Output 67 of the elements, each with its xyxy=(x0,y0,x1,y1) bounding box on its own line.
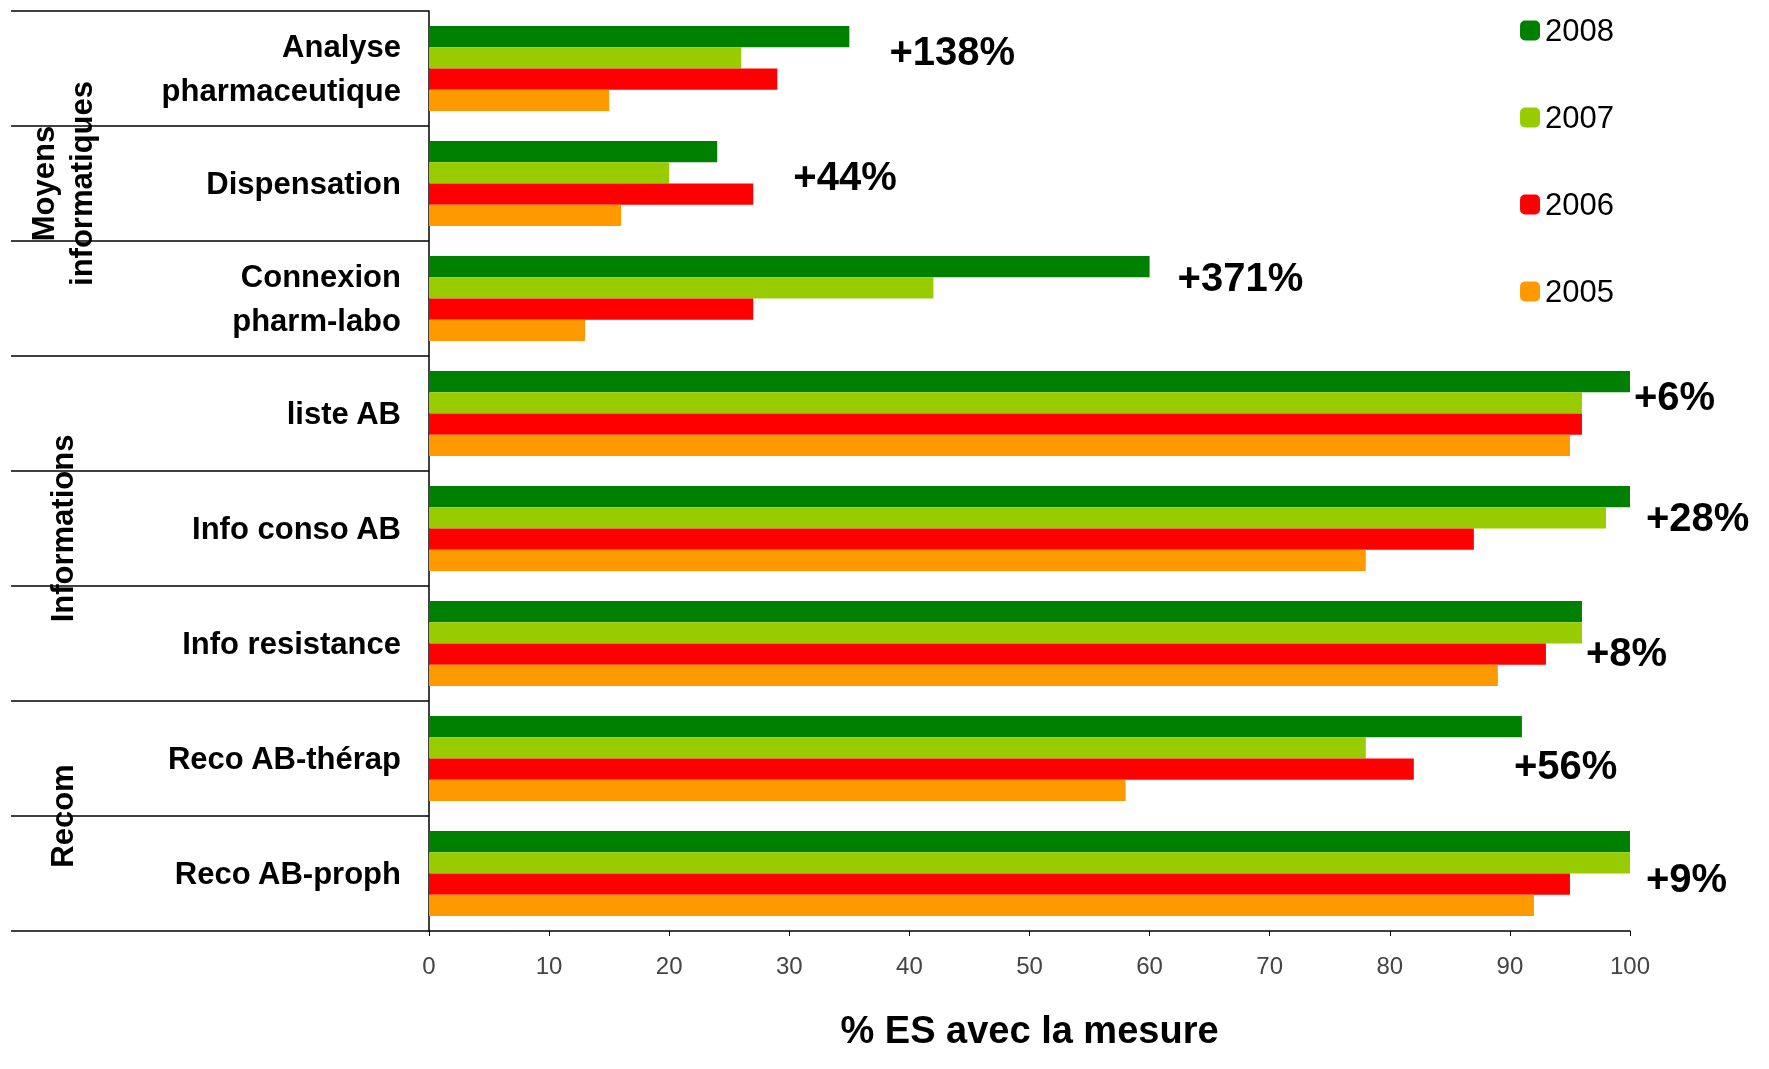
bar xyxy=(429,277,934,299)
bar xyxy=(429,643,1546,665)
bar xyxy=(429,830,1630,853)
bar xyxy=(429,298,754,320)
bar xyxy=(429,162,670,184)
y-tick-label: Dispensation xyxy=(206,166,401,201)
y-tick-label: Reco AB-thérap xyxy=(167,741,401,776)
legend-label: 2008 xyxy=(1545,13,1615,48)
bar xyxy=(429,47,742,69)
bar xyxy=(429,758,1414,780)
x-tick-label: 40 xyxy=(896,951,923,979)
bar xyxy=(429,413,1582,435)
annotation: +8% xyxy=(1585,629,1668,674)
bar xyxy=(429,25,850,48)
bar xyxy=(429,852,1630,874)
text: +28% xyxy=(1646,494,1750,539)
legend-label: 2006 xyxy=(1545,187,1615,222)
text: +6% xyxy=(1634,373,1716,418)
x-tick-label: 60 xyxy=(1136,951,1163,979)
bar xyxy=(429,549,1366,572)
y-tick-label: Info resistance xyxy=(182,626,401,661)
bar xyxy=(429,89,610,112)
bar xyxy=(429,370,1630,393)
text: Recom xyxy=(44,764,80,868)
text: +9% xyxy=(1646,855,1728,900)
bar xyxy=(429,68,778,90)
annotation: +138% xyxy=(889,28,1016,73)
x-axis-title: % ES avec la mesure xyxy=(840,1009,1219,1051)
text: Moyens informatiques xyxy=(25,81,99,286)
bar xyxy=(429,737,1366,759)
bar xyxy=(429,779,1126,802)
bar xyxy=(429,183,754,205)
legend-label: 2007 xyxy=(1545,100,1615,135)
y-tick-label: Connexion pharm-labo xyxy=(232,259,401,338)
y-tick-label: Analyse pharmaceutique xyxy=(161,29,401,108)
bar xyxy=(429,434,1570,457)
annotation: +44% xyxy=(793,153,897,198)
bar xyxy=(429,664,1498,687)
text: Informations xyxy=(44,434,80,623)
bar xyxy=(429,204,622,227)
y-tick-label: Info conso AB xyxy=(192,511,401,546)
x-tick-label: 30 xyxy=(775,951,803,979)
bar xyxy=(429,600,1582,623)
x-tick-label: 70 xyxy=(1256,951,1284,979)
x-tick-label: 10 xyxy=(535,951,563,979)
y-tick-label: liste AB xyxy=(286,396,401,431)
bar xyxy=(429,255,1150,278)
x-tick-label: 0 xyxy=(422,951,436,979)
y-tick-label: Reco AB-proph xyxy=(174,856,401,891)
bar xyxy=(429,622,1582,644)
bar xyxy=(429,392,1582,414)
x-tick-label: 50 xyxy=(1016,951,1043,979)
bar xyxy=(429,873,1570,895)
x-tick-label: 100 xyxy=(1609,951,1651,979)
x-tick-label: 80 xyxy=(1376,951,1404,979)
annotation: +56% xyxy=(1513,742,1618,787)
bar xyxy=(429,319,586,342)
bar xyxy=(429,507,1606,529)
annotation: +371% xyxy=(1177,254,1304,299)
bar xyxy=(429,485,1630,508)
x-tick-label: 90 xyxy=(1496,951,1524,979)
bar xyxy=(429,894,1534,917)
bar xyxy=(429,715,1522,738)
bar xyxy=(429,528,1474,550)
bar xyxy=(429,140,718,163)
legend-label: 2005 xyxy=(1545,274,1615,309)
x-tick-label: 20 xyxy=(655,951,683,979)
